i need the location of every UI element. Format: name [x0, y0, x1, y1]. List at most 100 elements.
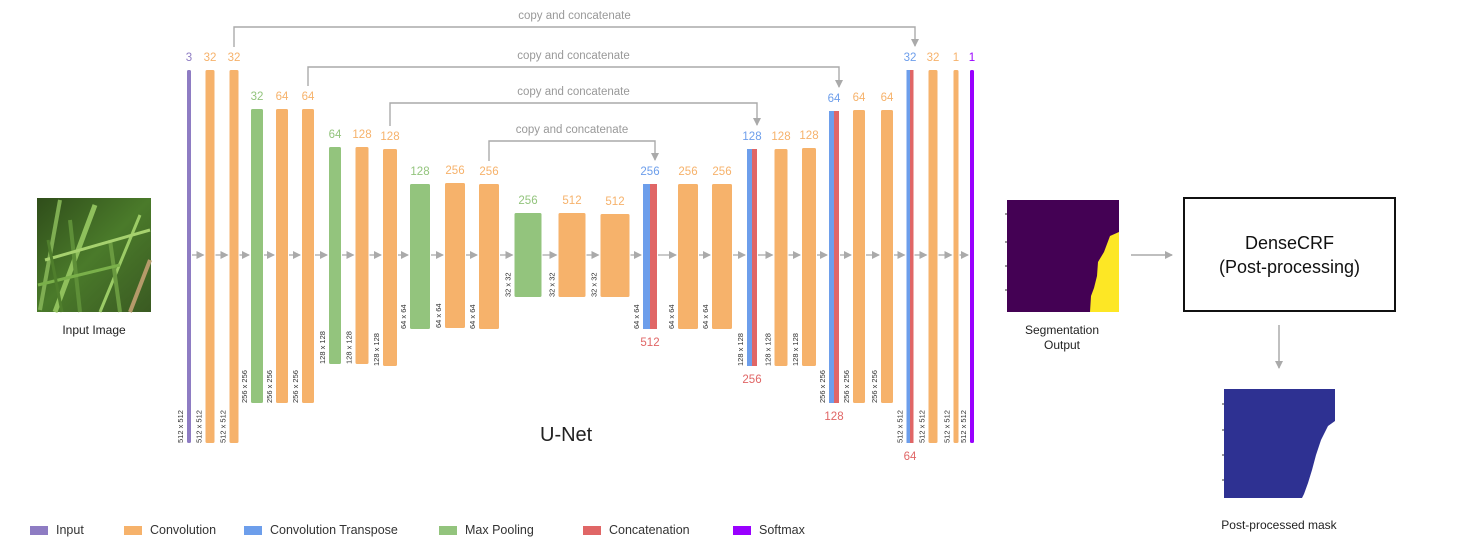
channel-count-label: 128 — [410, 166, 429, 178]
spatial-size-label: 64 x 64 — [701, 304, 710, 329]
spatial-size-label: 32 x 32 — [548, 272, 557, 297]
conv-transpose-block — [906, 70, 910, 443]
spatial-size-label: 64 x 64 — [632, 304, 641, 329]
conv-layer-block — [205, 70, 215, 443]
post-processed-mask — [1222, 389, 1335, 498]
spatial-size-label: 64 x 64 — [667, 304, 676, 329]
channel-count-label: 1 — [953, 52, 959, 64]
conv-layer-block — [853, 110, 865, 403]
conv-layer-block — [774, 149, 788, 366]
legend-swatch-concatenation — [583, 526, 601, 535]
channel-count-label: 64 — [853, 92, 866, 104]
skip-connection-label: copy and concatenate — [516, 124, 629, 136]
channel-count-label: 64 — [276, 91, 289, 103]
channel-count-label: 512 — [562, 195, 581, 207]
skip-connection-arrow — [233, 26, 919, 47]
spatial-size-label: 256 x 256 — [291, 370, 300, 403]
pool-layer-block — [514, 213, 542, 297]
concat-count-label: 128 — [824, 411, 843, 423]
conv-layer-block — [276, 109, 288, 403]
spatial-size-label: 128 x 128 — [736, 333, 745, 366]
concat-count-label: 256 — [742, 374, 761, 386]
spatial-size-label: 64 x 64 — [468, 304, 477, 329]
conv-layer-block — [229, 70, 239, 443]
spatial-size-label: 64 x 64 — [434, 303, 443, 328]
densecrf-box: DenseCRF (Post-processing) — [1183, 197, 1396, 312]
concatenation-block — [752, 149, 757, 366]
legend-label-concatenation: Concatenation — [609, 523, 690, 537]
conv-layer-block — [712, 184, 732, 329]
channel-count-label: 32 — [204, 52, 217, 64]
skip-connection-label: copy and concatenate — [517, 50, 630, 62]
concat-count-label: 64 — [904, 451, 917, 463]
conv-layer-block — [302, 109, 314, 403]
spatial-size-label: 256 x 256 — [870, 370, 879, 403]
channel-count-label: 64 — [329, 129, 342, 141]
legend-label-convolution-transpose: Convolution Transpose — [270, 523, 398, 537]
spatial-size-label: 128 x 128 — [791, 333, 800, 366]
conv-layer-block — [355, 147, 369, 364]
legend-swatch-convolution — [124, 526, 142, 535]
skip-connection-arrow — [389, 102, 761, 126]
concatenation-block — [834, 111, 839, 403]
spatial-size-label: 128 x 128 — [318, 331, 327, 364]
spatial-size-label: 256 x 256 — [818, 370, 827, 403]
conv-transpose-block — [829, 111, 834, 403]
input-image-caption: Input Image — [62, 323, 126, 337]
segmentation-caption-line1: Segmentation — [1024, 323, 1100, 337]
channel-count-label: 128 — [771, 131, 790, 143]
conv-layer-block — [600, 214, 630, 297]
channel-count-label: 32 — [228, 52, 241, 64]
concatenation-block — [650, 184, 657, 329]
densecrf-title: DenseCRF — [1244, 232, 1335, 253]
channel-count-label: 32 — [927, 52, 940, 64]
segmentation-caption-line2: Output — [1043, 338, 1081, 352]
channel-count-label: 256 — [479, 166, 498, 178]
mask-caption: Post-processed mask — [1221, 518, 1337, 532]
legend-swatch-convolution-transpose — [244, 526, 262, 535]
input-image — [37, 198, 152, 313]
input-layer-block — [187, 70, 191, 443]
legend-swatch-max-pooling — [439, 526, 457, 535]
conv-transpose-block — [747, 149, 752, 366]
segmentation-output — [1005, 200, 1119, 312]
channel-count-label: 32 — [904, 52, 917, 64]
pool-layer-block — [251, 109, 263, 403]
channel-count-label: 256 — [518, 195, 537, 207]
channel-count-label: 128 — [742, 131, 761, 143]
conv-layer-block — [383, 149, 397, 366]
conv-layer-block — [479, 184, 499, 329]
channel-count-label: 256 — [712, 166, 731, 178]
channel-count-label: 256 — [640, 166, 659, 178]
channel-count-label: 128 — [799, 130, 818, 142]
concat-count-label: 512 — [640, 337, 659, 349]
pool-layer-block — [329, 147, 341, 364]
skip-connection-label: copy and concatenate — [518, 10, 631, 22]
legend-swatch-input — [30, 526, 48, 535]
channel-count-label: 1 — [969, 52, 975, 64]
legend-label-softmax: Softmax — [759, 523, 805, 537]
conv-layer-block — [953, 70, 959, 443]
spatial-size-label: 512 x 512 — [195, 410, 204, 443]
conv-layer-block — [558, 213, 586, 297]
softmax-layer-block — [970, 70, 974, 443]
channel-count-label: 64 — [881, 92, 894, 104]
legend-label-input: Input — [56, 523, 84, 537]
spatial-size-label: 32 x 32 — [504, 272, 513, 297]
legend-label-max-pooling: Max Pooling — [465, 523, 534, 537]
channel-count-label: 32 — [251, 91, 264, 103]
unet-title: U-Net — [540, 424, 593, 446]
channel-count-label: 128 — [380, 131, 399, 143]
legend-label-convolution: Convolution — [150, 523, 217, 537]
densecrf-subtitle: (Post-processing) — [1218, 256, 1361, 277]
spatial-size-label: 32 x 32 — [590, 272, 599, 297]
spatial-size-label: 256 x 256 — [842, 370, 851, 403]
conv-transpose-block — [643, 184, 650, 329]
channel-count-label: 128 — [352, 129, 371, 141]
spatial-size-label: 64 x 64 — [399, 304, 408, 329]
conv-layer-block — [928, 70, 938, 443]
channel-count-label: 64 — [828, 93, 841, 105]
pool-layer-block — [410, 184, 430, 329]
spatial-size-label: 128 x 128 — [372, 333, 381, 366]
